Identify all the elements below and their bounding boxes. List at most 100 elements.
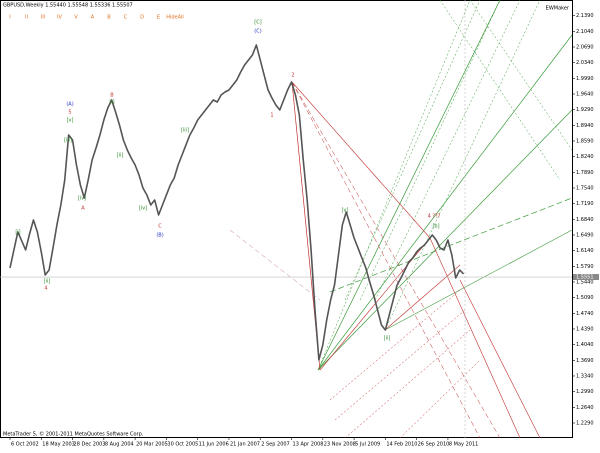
x-tick-label: 6 Oct 2002 bbox=[11, 442, 39, 448]
wave-label: (A) bbox=[66, 102, 73, 108]
toolbar-button[interactable]: II bbox=[25, 15, 28, 21]
indicator-name: EWMaker bbox=[546, 6, 570, 12]
wave-label: (C) bbox=[254, 29, 261, 35]
x-tick-label: 5 Jul 2009 bbox=[355, 442, 380, 448]
current-price-label: 1.5551 bbox=[576, 275, 594, 281]
toolbar-button[interactable]: III bbox=[41, 15, 45, 21]
fan-line bbox=[334, 309, 466, 421]
wave-label: 5 bbox=[68, 110, 71, 116]
wave-label: B bbox=[110, 93, 114, 99]
toolbar-button[interactable]: C bbox=[124, 15, 128, 21]
current-price-tag bbox=[573, 274, 599, 281]
y-tick-label: 1.3340 bbox=[576, 373, 594, 379]
fan-line bbox=[329, 289, 461, 401]
fan-line bbox=[291, 81, 481, 439]
toolbar-button[interactable]: D bbox=[140, 15, 144, 21]
x-tick-label: 30 Oct 2005 bbox=[167, 442, 198, 448]
y-tick-label: 1.7190 bbox=[576, 201, 594, 207]
x-tick-label: 28 Dec 2003 bbox=[74, 442, 106, 448]
wave-label: A bbox=[81, 206, 85, 212]
wave-label: [b] bbox=[432, 224, 439, 230]
fan-line bbox=[317, 109, 573, 371]
wave-label: [v] bbox=[67, 118, 74, 124]
y-tick-label: 1.6140 bbox=[576, 248, 594, 254]
x-tick-label: 14 Feb 2010 bbox=[386, 442, 417, 448]
trend-line bbox=[384, 229, 573, 331]
y-tick-label: 1.8940 bbox=[576, 123, 594, 129]
x-tick-label: 21 Jan 2007 bbox=[230, 442, 260, 448]
fan-line bbox=[399, 359, 481, 439]
y-tick-label: 2.0340 bbox=[576, 60, 594, 66]
wave-label: 4 bbox=[44, 286, 47, 292]
fan-line bbox=[374, 0, 521, 301]
wave-label: [C] bbox=[254, 20, 261, 26]
y-tick-label: 1.9290 bbox=[576, 107, 594, 113]
wave-label: [i] bbox=[15, 230, 20, 236]
fan-line bbox=[344, 0, 481, 301]
wave-label: (B) bbox=[156, 233, 163, 239]
wave-label: [iv] bbox=[78, 196, 86, 202]
wave-label: 1 bbox=[270, 113, 273, 119]
x-tick-label: 2 Sep 2007 bbox=[261, 442, 290, 448]
wave-label: [ii] bbox=[117, 153, 124, 159]
y-tick-label: 1.3690 bbox=[576, 358, 594, 364]
toolbar-button[interactable]: B bbox=[107, 15, 111, 21]
symbol-info: GBPUSD,Weekly 1.55440 1.55548 1.55336 1.… bbox=[3, 3, 133, 9]
x-tick-label: 18 May 2003 bbox=[42, 442, 75, 448]
fan-line bbox=[384, 0, 541, 331]
x-tick-label: 8 May 2011 bbox=[449, 442, 478, 448]
fan-line bbox=[429, 237, 521, 439]
wave-label: 4 ??? bbox=[428, 214, 441, 220]
y-tick-label: 1.2990 bbox=[576, 389, 594, 395]
y-tick-label: 1.6490 bbox=[576, 232, 594, 238]
y-tick-label: 1.4740 bbox=[576, 311, 594, 317]
wave-label: [v] bbox=[342, 208, 349, 214]
y-tick-label: 1.4390 bbox=[576, 326, 594, 332]
y-tick-label: 1.8240 bbox=[576, 154, 594, 160]
y-tick-label: 1.6840 bbox=[576, 217, 594, 223]
x-tick-label: 8 Aug 2004 bbox=[105, 442, 134, 448]
fan-line bbox=[344, 329, 471, 439]
plot-frame bbox=[0, 0, 573, 438]
y-tick-label: 1.2640 bbox=[576, 405, 594, 411]
wave-label: [iii] bbox=[181, 128, 189, 134]
x-tick-label: 23 Nov 2008 bbox=[324, 442, 356, 448]
x-tick-label: 11 Jun 2006 bbox=[199, 442, 229, 448]
y-tick-label: 1.7890 bbox=[576, 170, 594, 176]
y-tick-label: 1.5790 bbox=[576, 264, 594, 270]
toolbar-button[interactable]: E bbox=[157, 15, 160, 21]
y-tick-label: 2.0690 bbox=[576, 44, 594, 50]
fan-line bbox=[317, 0, 501, 371]
wave-label: [ii] bbox=[384, 336, 391, 342]
y-tick-label: 1.9640 bbox=[576, 91, 594, 97]
x-tick-label: 13 Apr 2008 bbox=[293, 442, 324, 448]
fan-line bbox=[359, 0, 501, 301]
toolbar-button[interactable]: HideAll bbox=[166, 15, 184, 21]
fan-line bbox=[291, 81, 431, 239]
fan-line bbox=[317, 0, 471, 371]
y-tick-label: 1.7540 bbox=[576, 185, 594, 191]
price-line bbox=[9, 44, 465, 361]
y-tick-label: 1.8590 bbox=[576, 138, 594, 144]
x-tick-label: 26 Sep 2010 bbox=[418, 442, 450, 448]
y-tick-label: 2.1040 bbox=[576, 29, 594, 35]
y-tick-label: 1.2290 bbox=[576, 420, 594, 426]
toolbar-button[interactable]: V bbox=[74, 15, 78, 21]
wave-label: 2 bbox=[291, 73, 294, 79]
fan-line bbox=[291, 81, 501, 439]
copyright: MetaTrader 5, © 2001-2011 MetaQuotes Sof… bbox=[3, 431, 144, 438]
y-tick-label: 1.5440 bbox=[576, 279, 594, 285]
toolbar-button[interactable]: I bbox=[9, 15, 10, 21]
fan-line bbox=[229, 229, 321, 301]
toolbar-button[interactable]: IV bbox=[57, 15, 62, 21]
toolbar-button[interactable]: A bbox=[91, 15, 95, 21]
fan-line bbox=[439, 0, 561, 181]
trend-line bbox=[329, 197, 573, 293]
wave-label: [iv] bbox=[139, 206, 147, 212]
wave-label: [i] bbox=[109, 100, 114, 106]
wave-label: [ii] bbox=[44, 279, 51, 285]
wave-label: C bbox=[158, 224, 162, 230]
fan-line bbox=[384, 264, 461, 331]
y-tick-label: 1.4040 bbox=[576, 342, 594, 348]
